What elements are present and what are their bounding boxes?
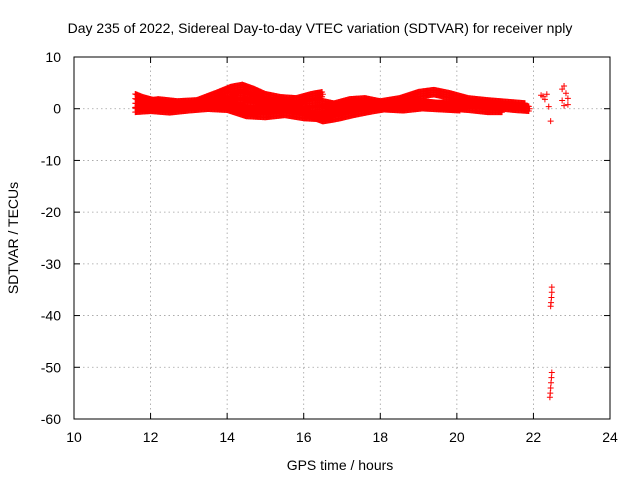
x-tick-label: 18 bbox=[372, 429, 388, 445]
y-tick-label: -10 bbox=[41, 152, 61, 168]
data-point bbox=[546, 394, 553, 401]
y-tick-label: -20 bbox=[41, 204, 61, 220]
data-point bbox=[319, 91, 326, 98]
data-point bbox=[545, 103, 552, 110]
x-tick-label: 14 bbox=[219, 429, 235, 445]
data-point bbox=[543, 91, 550, 98]
data-point bbox=[564, 101, 571, 108]
data-point bbox=[548, 374, 555, 381]
x-tick-label: 20 bbox=[449, 429, 465, 445]
data-point bbox=[548, 379, 555, 386]
data-point bbox=[561, 82, 568, 89]
data-point bbox=[541, 96, 548, 103]
y-tick-label: -40 bbox=[41, 308, 61, 324]
data-point bbox=[547, 384, 554, 391]
x-tick-label: 12 bbox=[143, 429, 159, 445]
data-point bbox=[548, 284, 555, 291]
y-tick-label: -50 bbox=[41, 359, 61, 375]
x-axis-label: GPS time / hours bbox=[286, 457, 394, 473]
data-point bbox=[526, 105, 533, 112]
data-point bbox=[547, 118, 554, 125]
plot-frame bbox=[73, 56, 611, 420]
data-point bbox=[548, 294, 555, 301]
data-point bbox=[540, 93, 546, 100]
y-axis-label: SDTVAR / TECUs bbox=[5, 181, 21, 295]
data-point bbox=[562, 90, 569, 97]
x-tick-label: 24 bbox=[602, 429, 618, 445]
data-point bbox=[457, 105, 464, 112]
x-tick-label: 16 bbox=[296, 429, 312, 445]
x-tick-label: 22 bbox=[526, 429, 542, 445]
y-tick-label: 10 bbox=[45, 49, 61, 65]
data-point bbox=[559, 86, 566, 93]
y-tick-label: -30 bbox=[41, 256, 61, 272]
x-tick-label: 10 bbox=[66, 429, 82, 445]
data-point bbox=[548, 289, 555, 296]
data-point bbox=[548, 369, 555, 376]
data-point bbox=[561, 102, 568, 109]
data-point bbox=[559, 97, 566, 104]
data-point bbox=[547, 303, 554, 310]
data-point bbox=[564, 95, 571, 102]
chart-title: Day 235 of 2022, Sidereal Day-to-day VTE… bbox=[67, 20, 573, 36]
y-tick-label: -60 bbox=[41, 411, 61, 427]
y-tick-label: 0 bbox=[53, 101, 61, 117]
